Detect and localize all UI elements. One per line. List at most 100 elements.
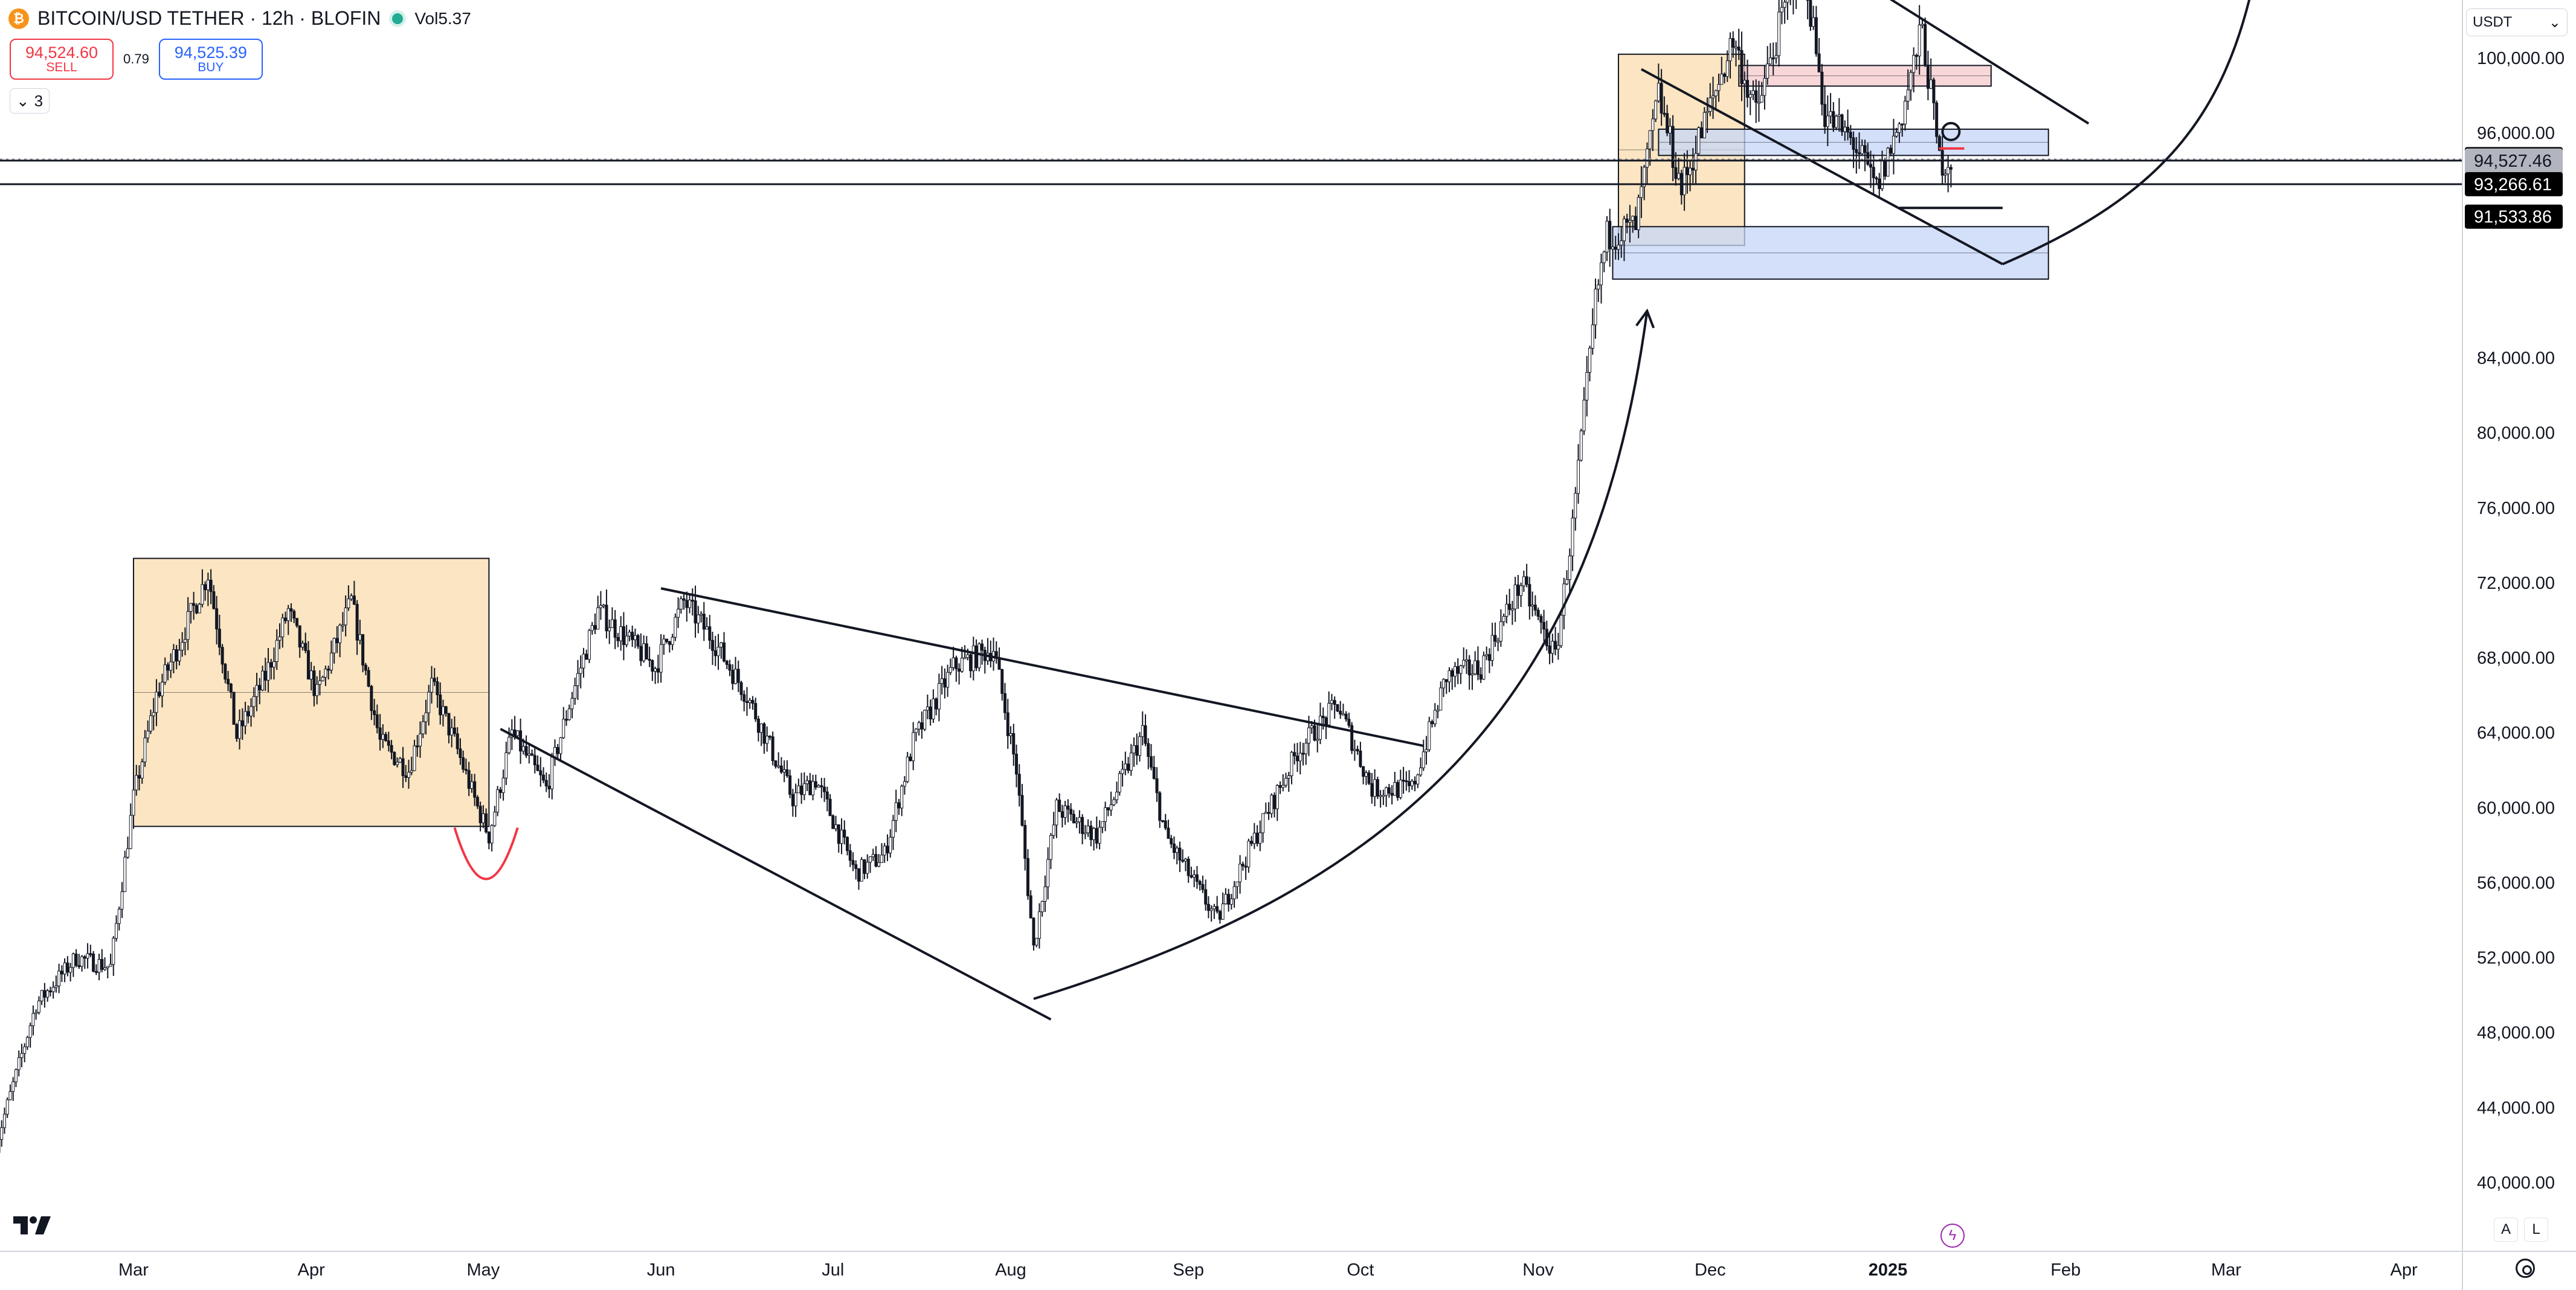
- candle-body: [289, 608, 293, 612]
- candle-body: [521, 746, 525, 752]
- indicators-toggle-button[interactable]: ⌄ 3: [10, 88, 50, 114]
- time-axis[interactable]: Mar Apr May Jun Jul Aug Sep Oct Nov Dec 2025 Feb Mar…: [118, 1260, 2418, 1280]
- candle-body: [396, 762, 399, 765]
- candle-body: [1625, 219, 1629, 223]
- candle-body: [1362, 766, 1365, 777]
- candle-body: [1247, 841, 1251, 868]
- candle-body: [481, 813, 485, 824]
- candle-body: [665, 638, 669, 643]
- candle-body: [23, 1046, 27, 1054]
- candle-body: [671, 637, 674, 645]
- candle-body: [332, 638, 336, 653]
- candle-body: [1559, 615, 1563, 646]
- bottom-arc: [453, 827, 519, 881]
- candle-body: [1849, 132, 1852, 138]
- candle-body: [1350, 725, 1354, 751]
- candle-body: [1508, 603, 1512, 610]
- candle-body: [679, 598, 683, 610]
- symbol-title[interactable]: BITCOIN/USD TETHER · 12h · BLOFIN: [37, 7, 381, 29]
- tradingview-logo-icon[interactable]: [13, 1216, 51, 1237]
- candle-body: [1433, 710, 1437, 724]
- candle-body: [355, 603, 359, 641]
- candle-body: [66, 962, 69, 973]
- candle-body: [817, 785, 820, 788]
- candle-body: [1510, 608, 1514, 611]
- sell-button[interactable]: 94,524.60 SELL: [10, 39, 114, 80]
- candle-body: [106, 966, 109, 968]
- candle-body: [393, 752, 396, 765]
- candle-body: [143, 737, 147, 763]
- candle-body: [1809, 0, 1812, 27]
- settings-icon[interactable]: [2516, 1259, 2535, 1278]
- candle-body: [593, 625, 597, 630]
- time-tick-label: Apr: [2391, 1260, 2418, 1280]
- candle-body: [475, 797, 479, 807]
- buy-button[interactable]: 94,525.39 BUY: [158, 39, 263, 80]
- candle-body: [1112, 799, 1116, 806]
- candle-body: [407, 772, 411, 778]
- candle-body: [1889, 147, 1893, 154]
- candle-body: [1014, 754, 1018, 775]
- candle-body: [639, 646, 643, 661]
- candle-body: [25, 1037, 29, 1047]
- candle-body: [250, 706, 253, 717]
- currency-select[interactable]: USDT ⌄: [2466, 8, 2568, 36]
- candle-body: [742, 694, 746, 702]
- candle-body: [1918, 24, 1921, 57]
- candle-body: [542, 774, 546, 781]
- candle-body: [1046, 859, 1050, 887]
- candle-body: [1921, 24, 1924, 26]
- candle-body: [1702, 112, 1706, 138]
- candle-body: [1195, 874, 1199, 882]
- candle-body: [883, 846, 886, 856]
- candle-body: [937, 683, 941, 710]
- candle-body: [1909, 72, 1913, 91]
- price-axis[interactable]: 124,000.00120,000.00116,000.00112,000.00…: [2465, 0, 2565, 1193]
- time-tick-label: May: [467, 1260, 500, 1280]
- candle-body: [1425, 749, 1428, 752]
- candle-body: [1444, 679, 1448, 682]
- candle-body: [1258, 832, 1262, 844]
- candle-body: [1344, 713, 1348, 720]
- candle-body: [1814, 17, 1818, 54]
- candle-body: [1519, 585, 1523, 596]
- candle-body: [610, 619, 614, 628]
- candle-body: [183, 639, 187, 643]
- candle-body: [1528, 584, 1531, 607]
- candle-body: [387, 740, 390, 746]
- candle-body: [404, 775, 408, 778]
- candle-body: [1766, 63, 1769, 79]
- candle-body: [1155, 778, 1159, 794]
- candle-body: [745, 701, 749, 703]
- candle-body: [1516, 584, 1520, 596]
- candle-body: [1296, 756, 1299, 762]
- candle-body: [266, 662, 270, 681]
- candle-body: [1743, 80, 1747, 85]
- candle-body: [347, 598, 350, 609]
- candle-body: [1574, 493, 1577, 519]
- candle-body: [198, 604, 201, 614]
- candle-body: [739, 682, 743, 695]
- candle-body: [464, 769, 468, 771]
- lightning-icon[interactable]: ϟ: [1940, 1224, 1965, 1248]
- candle-body: [459, 748, 462, 758]
- candle-body: [1691, 167, 1695, 171]
- candle-body: [774, 760, 778, 767]
- candle-body: [762, 724, 766, 744]
- candle-body: [186, 611, 190, 640]
- candle-body: [725, 661, 729, 665]
- candle-body: [0, 1127, 4, 1140]
- candle-body: [126, 848, 130, 858]
- candle-body: [733, 669, 737, 684]
- candle-body: [86, 953, 89, 959]
- candle-body: [631, 632, 634, 640]
- candle-body: [871, 854, 875, 858]
- candle-body: [969, 654, 973, 672]
- candle-body: [1209, 908, 1213, 911]
- candle-body: [596, 607, 600, 630]
- candle-body: [1763, 78, 1766, 96]
- candle-body: [1829, 111, 1832, 117]
- log-scale-button[interactable]: L: [2524, 1218, 2548, 1242]
- auto-scale-button[interactable]: A: [2494, 1218, 2518, 1242]
